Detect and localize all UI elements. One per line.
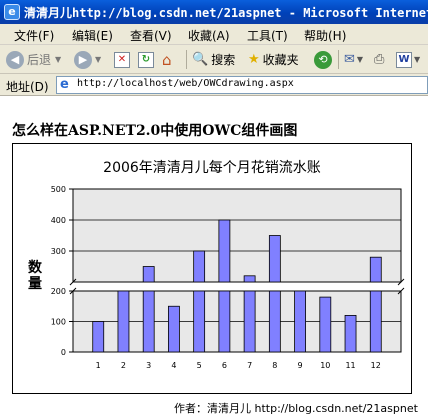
x-tick-label: 4: [171, 361, 176, 370]
bar-lower: [268, 290, 281, 353]
forward-dropdown-icon[interactable]: ▼: [95, 55, 102, 64]
stop-button[interactable]: ✕: [114, 49, 130, 70]
y-tick-label: 100: [51, 318, 66, 327]
x-tick-label: 6: [222, 361, 227, 370]
history-icon: ⟲: [314, 50, 332, 69]
home-icon: ⌂: [162, 50, 172, 69]
axis-break-mark: [69, 278, 77, 286]
x-tick-label: 7: [247, 361, 252, 370]
page-heading: 怎么样在ASP.NET2.0中使用OWC组件画图: [12, 123, 298, 139]
x-tick-label: 3: [146, 361, 151, 370]
menu-favorites[interactable]: 收藏(A): [188, 29, 230, 43]
address-bar: 地址(D) e http://localhost/web/OWCdrawing.…: [0, 74, 428, 96]
y-tick-label: 0: [61, 348, 66, 357]
back-arrow-icon: ◀: [6, 50, 24, 69]
menu-bar: 文件(F) 编辑(E) 查看(V) 收藏(A) 工具(T) 帮助(H): [0, 24, 428, 45]
axis-break-mark: [69, 287, 77, 295]
favorites-button[interactable]: ★ 收藏夹: [248, 49, 299, 70]
chart-title: 2006年清清月儿每个月花销流水账: [103, 160, 321, 176]
x-tick-label: 1: [96, 361, 101, 370]
bar-lower: [92, 321, 105, 353]
printer-icon: ⎙: [374, 52, 385, 67]
bar-upper: [218, 219, 231, 283]
address-input[interactable]: e http://localhost/web/OWCdrawing.aspx: [56, 76, 428, 94]
y-axis-label-char: 量: [28, 276, 42, 292]
address-label: 地址(D): [6, 80, 49, 94]
bar-lower: [142, 290, 155, 353]
search-label: 搜索: [211, 53, 236, 67]
bar-upper: [243, 275, 256, 283]
y-axis-label-char: 数: [28, 259, 43, 276]
x-tick-label: 12: [371, 361, 381, 370]
menu-tools[interactable]: 工具(T): [247, 29, 288, 43]
window-title-bar: e 清清月儿http://blog.csdn.net/21aspnet - Mi…: [0, 0, 428, 24]
back-dropdown-icon[interactable]: ▼: [55, 55, 62, 64]
menu-help[interactable]: 帮助(H): [304, 29, 347, 43]
bar-upper: [193, 250, 206, 283]
refresh-button[interactable]: ↻: [138, 49, 154, 70]
bar-lower: [193, 290, 206, 353]
chart-container: 2006年清清月儿每个月花销流水账 300 400 500 0 100 200 1 2 3 4 5 6 7…: [12, 143, 412, 394]
back-label: 后退: [27, 53, 52, 67]
bar-lower: [243, 290, 256, 353]
x-tick-label: 8: [272, 361, 277, 370]
bar-lower: [168, 305, 180, 353]
bar-upper: [268, 235, 281, 283]
mail-dropdown-icon[interactable]: ▼: [356, 55, 364, 64]
menu-edit[interactable]: 编辑(E): [72, 29, 113, 43]
upper-plot-area: [72, 188, 402, 283]
x-tick-label: 9: [298, 361, 303, 370]
x-tick-label: 10: [320, 361, 330, 370]
axis-break-mark: [397, 287, 405, 295]
address-url[interactable]: http://localhost/web/OWCdrawing.aspx: [77, 78, 294, 89]
bar-upper: [369, 256, 382, 283]
bar-lower: [319, 296, 332, 353]
back-button[interactable]: ◀ 后退 ▼: [6, 49, 61, 70]
toolbar-separator: [186, 50, 187, 69]
favorites-label: 收藏夹: [262, 53, 299, 67]
axis-break-mark: [397, 278, 405, 286]
y-tick-label: 400: [51, 216, 66, 225]
print-button[interactable]: ⎙: [374, 49, 384, 70]
mail-button[interactable]: ✉ ▼: [344, 49, 363, 70]
bar-lower: [218, 290, 231, 353]
word-icon: W: [396, 51, 412, 68]
browser-app-icon: e: [4, 4, 20, 20]
home-button[interactable]: ⌂: [162, 49, 172, 70]
x-tick-label: 11: [345, 361, 355, 370]
toolbar-separator: [338, 50, 339, 69]
page-icon: e: [60, 77, 69, 92]
y-tick-label: 300: [51, 247, 66, 256]
edit-button[interactable]: W ▼: [396, 49, 420, 70]
author-footer: 作者：清清月儿 http://blog.csdn.net/21aspnet: [174, 402, 418, 415]
bar-upper: [142, 266, 155, 283]
stop-icon: ✕: [114, 51, 130, 68]
x-tick-label: 5: [197, 361, 202, 370]
forward-button[interactable]: ▶ ▼: [74, 49, 101, 70]
standard-toolbar: ◀ 后退 ▼ ▶ ▼ ✕ ↻ ⌂ 🔍 搜索 ★ 收藏夹 ⟲ ✉ ▼ ⎙ W ▼: [0, 45, 428, 74]
x-tick-label: 2: [121, 361, 126, 370]
edit-dropdown-icon[interactable]: ▼: [414, 55, 421, 64]
bar-lower: [294, 290, 306, 353]
refresh-icon: ↻: [138, 51, 154, 68]
menu-view[interactable]: 查看(V): [130, 29, 172, 43]
y-tick-label: 500: [51, 185, 66, 194]
mail-icon: ✉: [344, 52, 355, 67]
history-button[interactable]: ⟲: [314, 49, 332, 70]
bar-lower: [369, 290, 382, 353]
forward-arrow-icon: ▶: [74, 50, 92, 69]
search-icon: 🔍: [192, 52, 209, 67]
star-icon: ★: [248, 52, 260, 67]
bar-lower: [117, 290, 130, 353]
menu-file[interactable]: 文件(F): [14, 29, 55, 43]
bar-lower: [344, 314, 357, 353]
search-button[interactable]: 🔍 搜索: [192, 49, 235, 70]
window-title: 清清月儿http://blog.csdn.net/21aspnet - Micr…: [24, 6, 428, 20]
y-tick-label: 200: [51, 287, 66, 296]
